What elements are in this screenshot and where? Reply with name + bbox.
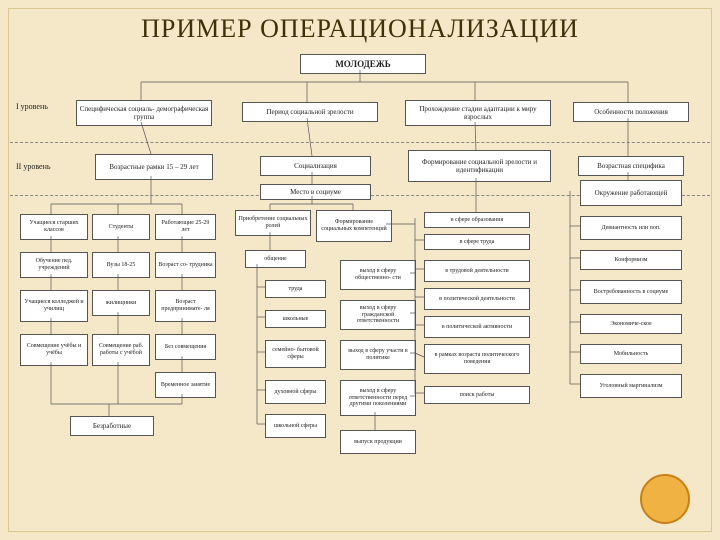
c1-t2: Совмещение раб. работы с учёбой (92, 334, 150, 366)
c1-a3: Работающие 25-29 лет (155, 214, 216, 240)
level-1-label: I уровень (16, 102, 48, 111)
l2-b2: Социализация (260, 156, 371, 176)
c4-s: Конформизм (580, 250, 682, 270)
c1-u3: Временное занятие (155, 372, 216, 398)
c2-t1: школьные (265, 310, 326, 328)
c1-t1: Совмещение учёбы и учёбы (20, 334, 88, 366)
c2-v1: духовной сферы (265, 380, 326, 404)
c3-r1: в сфере труда (424, 234, 530, 250)
c3-u2: в рамках возраста политического поведени… (424, 344, 530, 374)
c1-t3: Без совмещения (155, 334, 216, 360)
c1-s2: жилищники (92, 290, 150, 316)
c4-v: Мобильность (580, 344, 682, 364)
c4-r: Девиантность или поп. (580, 216, 682, 240)
l2-sub: Место в социуме (260, 184, 371, 200)
c1-r3: Возраст со- трудника (155, 252, 216, 278)
l2-b4: Возрастная специфика (578, 156, 684, 176)
level-2-label: II уровень (16, 162, 51, 171)
l1-b4: Особенности положения (573, 102, 689, 122)
c3-w1: выпуск продукции (340, 430, 416, 454)
c3-v1: выход в сферу ответственности перед друг… (340, 380, 416, 416)
c3-v2: поиск работы (424, 386, 530, 404)
c3-t2: в политической активности (424, 316, 530, 338)
c2-r1: общение (245, 250, 306, 268)
c3-t1: выход в сферу гражданской ответственност… (340, 300, 416, 330)
c1-r2: Вузы 18-25 (92, 252, 150, 278)
dash-1 (10, 142, 710, 143)
c3-r0: в сфере образования (424, 212, 530, 228)
c3-s1: выход в сферу общественно- сти (340, 260, 416, 290)
accent-circle-icon (640, 474, 690, 524)
c2-a: Приобретение социальных ролей (235, 210, 311, 236)
c2-s1: труда (265, 280, 326, 298)
l1-b1: Специфическая социаль- демографическая г… (76, 100, 212, 126)
c3-s3: в политической деятельности (424, 288, 530, 310)
root-node: МОЛОДЕЖЬ (300, 54, 426, 74)
l1-b3: Прохождение стадии адаптации к миру взро… (405, 100, 551, 126)
c4-a: Окружение работающей (580, 180, 682, 206)
c4-t: Востребованность в социуме (580, 280, 682, 304)
c1-s3: Возраст предпринимате- ля (155, 290, 216, 322)
page-title: ПРИМЕР ОПЕРАЦИОНАЛИЗАЦИИ (0, 14, 720, 44)
l2-b1: Возрастные рамки 15 – 29 лет (95, 154, 213, 180)
c2-b: Формирование социальных компетенций (316, 210, 392, 242)
l1-b2: Период социальной зрелости (242, 102, 378, 122)
c1-s1: Учащиеся колледжей и училищ (20, 290, 88, 322)
c4-w: Уголовный маргинализм (580, 374, 682, 398)
c2-w1: школьной сферы (265, 414, 326, 438)
c4-u: Экономиче-ское (580, 314, 682, 334)
c1-v: Безработные (70, 416, 154, 436)
c1-a1: Учащиеся старших классов (20, 214, 88, 240)
l2-b3: Формирование социальной зрелости и идент… (408, 150, 551, 182)
c1-a2: Студенты (92, 214, 150, 240)
c2-u1: семейно- бытовой сферы (265, 340, 326, 368)
c3-u1: выход в сферу участи в политике (340, 340, 416, 370)
c1-r1: Обучение пед. учреждений (20, 252, 88, 278)
c3-s2: в трудовой деятельности (424, 260, 530, 282)
diagram-stage: МОЛОДЕЖЬ I уровень II уровень Специфичес… (10, 54, 710, 530)
